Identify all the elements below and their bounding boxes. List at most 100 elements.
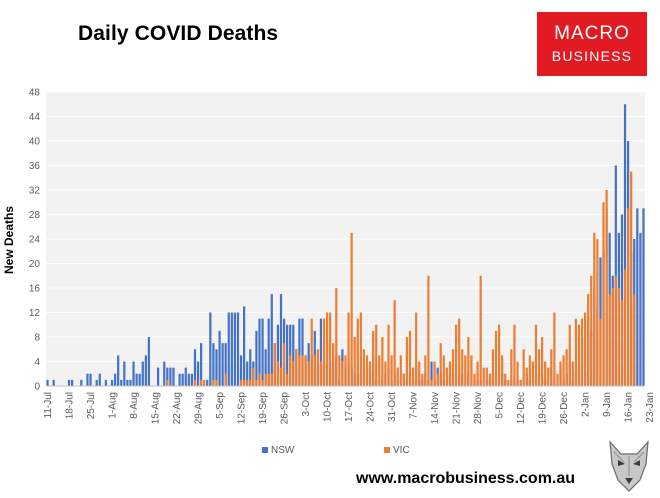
bar-vic <box>224 373 227 386</box>
bar-nsw <box>132 361 135 386</box>
bar-vic <box>445 367 448 387</box>
bar-nsw <box>147 337 151 386</box>
y-tick-label: 28 <box>29 210 41 221</box>
bar-vic <box>439 343 442 387</box>
bar-vic <box>347 312 350 386</box>
bar-nsw <box>166 367 169 387</box>
bar-nsw <box>141 361 144 386</box>
bar-nsw <box>246 361 249 386</box>
bar-vic <box>365 355 369 387</box>
bar-vic <box>531 361 534 386</box>
website-url[interactable]: www.macrobusiness.com.au <box>356 470 576 487</box>
bar-nsw <box>89 373 92 386</box>
bar-vic <box>246 379 249 387</box>
bar-nsw <box>227 312 230 386</box>
bar-vic <box>298 355 301 387</box>
bar-vic <box>332 343 335 387</box>
bar-vic <box>258 373 261 386</box>
bar-vic <box>316 349 319 386</box>
bar-vic <box>590 275 593 386</box>
bar-vic <box>525 367 528 387</box>
y-tick-label: 24 <box>29 235 41 246</box>
bar-vic <box>614 275 617 386</box>
bar-nsw <box>209 312 212 386</box>
bar-vic <box>556 373 559 386</box>
bar-vic <box>350 232 353 387</box>
bar-vic <box>418 361 421 386</box>
bar-vic <box>491 349 495 386</box>
bar-nsw <box>218 330 221 387</box>
bar-nsw <box>178 373 181 386</box>
logo-line-2: BUSINESS <box>551 48 633 64</box>
bar-vic <box>301 355 304 387</box>
x-tick-label: 26-Dec <box>559 392 570 424</box>
bar-nsw <box>261 318 264 387</box>
x-tick-label: 22-Aug <box>172 392 183 424</box>
bar-nsw <box>187 373 190 386</box>
bar-nsw <box>243 306 246 387</box>
bar-vic <box>261 379 264 387</box>
bar-nsw <box>114 373 117 386</box>
bar-nsw <box>319 318 323 387</box>
bar-vic <box>421 373 424 386</box>
bar-vic <box>544 361 547 386</box>
x-tick-label: 17-Oct <box>344 392 355 422</box>
bar-vic <box>415 312 418 386</box>
bar-vic <box>482 367 485 387</box>
bar-vic <box>611 288 614 386</box>
bar-vic <box>605 190 608 386</box>
legend: NSW VIC <box>0 445 660 459</box>
bar-nsw <box>46 379 49 387</box>
bar-vic <box>553 312 556 386</box>
bar-vic <box>633 294 636 387</box>
bar-vic <box>344 355 347 387</box>
bar-vic <box>212 379 215 387</box>
x-tick-label: 21-Nov <box>452 392 463 424</box>
bar-vic <box>593 232 596 387</box>
x-tick-label: 8-Aug <box>129 392 140 419</box>
bar-vic <box>599 318 602 387</box>
bar-vic <box>313 355 316 387</box>
bar-nsw <box>279 294 283 387</box>
bar-vic <box>292 361 295 386</box>
bar-vic <box>399 355 402 387</box>
bar-vic <box>396 367 399 387</box>
bar-vic <box>381 337 384 386</box>
bar-vic <box>375 324 378 386</box>
bar-nsw <box>144 355 147 387</box>
bar-nsw <box>255 330 258 387</box>
x-tick-label: 9-Jan <box>602 392 613 417</box>
bar-nsw <box>86 373 89 386</box>
bar-nsw <box>258 318 261 387</box>
bar-nsw <box>215 349 218 386</box>
bar-vic <box>550 349 553 386</box>
bar-vic <box>562 355 565 387</box>
bar-nsw <box>642 208 645 387</box>
y-tick-label: 8 <box>34 333 40 344</box>
bar-nsw <box>200 343 203 387</box>
bar-nsw <box>123 361 126 386</box>
bar-vic <box>402 373 405 386</box>
bar-vic <box>341 361 344 386</box>
x-tick-label: 15-Aug <box>151 392 162 424</box>
bar-vic <box>282 343 286 387</box>
bar-nsw <box>135 373 138 386</box>
bar-vic <box>424 355 427 387</box>
bar-vic <box>436 373 439 386</box>
bar-nsw <box>71 379 74 387</box>
x-tick-label: 23-Jan <box>645 392 656 423</box>
bar-vic <box>319 361 323 386</box>
bar-vic <box>304 355 307 387</box>
bar-vic <box>356 318 359 387</box>
macrobusiness-logo: MACRO BUSINESS <box>537 12 647 76</box>
bar-vic <box>623 269 627 387</box>
x-tick-label: 12-Sep <box>237 392 248 425</box>
bar-vic <box>577 324 581 386</box>
bar-nsw <box>623 104 627 386</box>
bar-nsw <box>239 355 243 387</box>
bar-vic <box>329 312 332 386</box>
bar-vic <box>596 239 599 386</box>
bar-vic <box>335 288 338 386</box>
bar-nsw <box>221 343 224 387</box>
